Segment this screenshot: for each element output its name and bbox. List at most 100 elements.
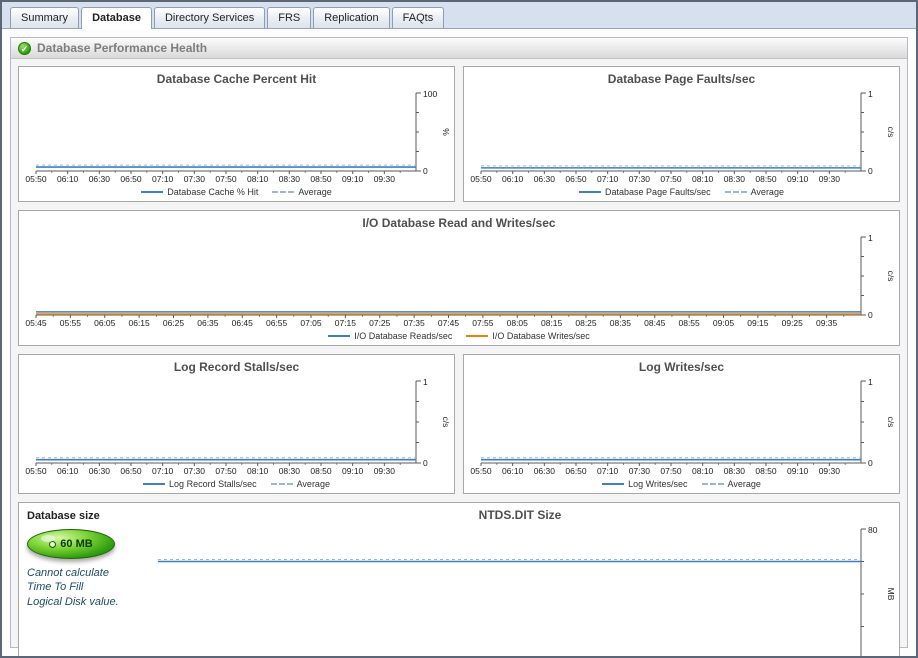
chart-title: Database Cache Percent Hit bbox=[156, 72, 317, 86]
legend-label: I/O Database Reads/sec bbox=[354, 331, 453, 341]
svg-text:MB: MB bbox=[886, 588, 895, 601]
svg-text:07:50: 07:50 bbox=[215, 174, 237, 184]
svg-text:08:35: 08:35 bbox=[610, 318, 632, 328]
svg-text:1: 1 bbox=[868, 377, 873, 387]
tab-directory-services[interactable]: Directory Services bbox=[153, 7, 266, 28]
svg-text:07:10: 07:10 bbox=[152, 174, 174, 184]
legend-item: Average bbox=[270, 479, 330, 489]
legend-item: I/O Database Reads/sec bbox=[328, 331, 452, 341]
svg-text:07:30: 07:30 bbox=[629, 466, 651, 476]
svg-text:06:50: 06:50 bbox=[120, 174, 142, 184]
chart-plot: 1 0 c/s 05:50 06:10 06:30 06:50 07:10 07:30 07:50… bbox=[470, 377, 895, 476]
svg-text:09:30: 09:30 bbox=[374, 466, 396, 476]
legend-item: Average bbox=[724, 187, 784, 197]
tab-frs[interactable]: FRS bbox=[267, 7, 312, 28]
svg-text:09:10: 09:10 bbox=[787, 174, 809, 184]
svg-text:%: % bbox=[441, 128, 450, 136]
io-database-read-writes-panel: I/O Database Read and Writes/sec 1 0 c/s 05:… bbox=[18, 210, 900, 346]
tab-content: ✓ Database Performance Health Database C… bbox=[2, 29, 916, 656]
chart-plot: 1 0 c/s 05:50 06:10 06:30 06:50 07:10 07:30 07:50… bbox=[470, 89, 895, 184]
legend-label: I/O Database Writes/sec bbox=[492, 331, 590, 341]
legend-line-icon bbox=[579, 191, 602, 193]
svg-text:07:30: 07:30 bbox=[184, 174, 206, 184]
svg-text:07:10: 07:10 bbox=[597, 466, 619, 476]
legend-line-icon bbox=[141, 191, 164, 193]
tab-faqts[interactable]: FAQts bbox=[391, 7, 445, 28]
chart-plot: 100 0% 05:50 06:10 06:30 06:50 07:10 07:30 07:50… bbox=[25, 89, 450, 184]
legend-item: I/O Database Writes/sec bbox=[466, 331, 590, 341]
legend-dashed-line-icon bbox=[724, 191, 747, 193]
svg-text:05:55: 05:55 bbox=[60, 318, 82, 328]
svg-text:07:50: 07:50 bbox=[215, 466, 237, 476]
svg-text:07:50: 07:50 bbox=[660, 174, 682, 184]
svg-text:08:15: 08:15 bbox=[541, 318, 563, 328]
svg-text:06:10: 06:10 bbox=[502, 174, 524, 184]
legend-label: Database Cache % Hit bbox=[167, 187, 259, 197]
legend-label: Average bbox=[298, 187, 332, 197]
svg-text:05:50: 05:50 bbox=[470, 466, 492, 476]
svg-text:07:35: 07:35 bbox=[403, 318, 425, 328]
legend-item: Database Page Faults/sec bbox=[579, 187, 711, 197]
legend-line-icon bbox=[602, 483, 625, 485]
log-writes-panel: Log Writes/sec 1 0 c/s 05:50 06:10 06:30 06:50 0… bbox=[463, 354, 900, 494]
svg-text:06:35: 06:35 bbox=[197, 318, 219, 328]
log-record-stalls-panel: Log Record Stalls/sec 1 0 c/s 05:50 06:10 06:3… bbox=[18, 354, 455, 494]
database-size-panel: Database size 60 MB Cannot calculate Tim… bbox=[18, 502, 900, 656]
svg-text:0: 0 bbox=[423, 166, 428, 176]
time-to-fill-note: Cannot calculate Time To Fill Logical Di… bbox=[27, 567, 119, 608]
svg-text:06:45: 06:45 bbox=[232, 318, 254, 328]
svg-text:09:30: 09:30 bbox=[819, 466, 841, 476]
svg-text:08:55: 08:55 bbox=[678, 318, 700, 328]
legend-line-icon bbox=[466, 335, 489, 337]
database-size-column: Database size 60 MB Cannot calculate Tim… bbox=[19, 503, 141, 656]
svg-text:0: 0 bbox=[868, 458, 873, 468]
svg-text:06:10: 06:10 bbox=[57, 466, 79, 476]
svg-text:08:10: 08:10 bbox=[692, 174, 714, 184]
svg-text:08:10: 08:10 bbox=[247, 174, 269, 184]
svg-text:100: 100 bbox=[423, 89, 437, 99]
svg-text:09:10: 09:10 bbox=[787, 466, 809, 476]
chart-title: I/O Database Read and Writes/sec bbox=[362, 216, 556, 230]
legend-label: Average bbox=[296, 479, 330, 489]
database-size-gauge: 60 MB bbox=[27, 529, 115, 559]
svg-text:06:10: 06:10 bbox=[502, 466, 524, 476]
database-cache-percent-hit-panel: Database Cache Percent Hit 100 0% 05:50 06:1… bbox=[18, 66, 455, 202]
legend-item: Average bbox=[272, 187, 332, 197]
legend-item: Log Record Stalls/sec bbox=[143, 479, 257, 489]
svg-text:1: 1 bbox=[868, 233, 873, 243]
legend-dashed-line-icon bbox=[272, 191, 295, 193]
svg-text:07:50: 07:50 bbox=[660, 466, 682, 476]
chart-title: NTDS.DIT Size bbox=[478, 508, 562, 522]
chart-title: Log Writes/sec bbox=[638, 360, 725, 374]
gauge-led-icon bbox=[49, 540, 57, 548]
svg-text:09:30: 09:30 bbox=[374, 174, 396, 184]
svg-text:06:30: 06:30 bbox=[534, 466, 556, 476]
svg-text:07:10: 07:10 bbox=[597, 174, 619, 184]
svg-text:08:10: 08:10 bbox=[692, 466, 714, 476]
svg-text:09:35: 09:35 bbox=[816, 318, 838, 328]
chart-legend: Database Page Faults/sec Average bbox=[468, 185, 895, 199]
performance-health-group: ✓ Database Performance Health Database C… bbox=[10, 37, 908, 656]
svg-text:06:25: 06:25 bbox=[163, 318, 185, 328]
legend-dashed-line-icon bbox=[701, 483, 724, 485]
database-size-value: 60 MB bbox=[60, 538, 93, 550]
svg-text:07:30: 07:30 bbox=[629, 174, 651, 184]
svg-text:09:10: 09:10 bbox=[342, 466, 364, 476]
svg-text:05:45: 05:45 bbox=[25, 318, 47, 328]
charts-area: Database Cache Percent Hit 100 0% 05:50 06:1… bbox=[11, 59, 907, 656]
legend-item: Log Writes/sec bbox=[602, 479, 688, 489]
svg-text:07:15: 07:15 bbox=[335, 318, 357, 328]
svg-text:08:50: 08:50 bbox=[310, 466, 332, 476]
legend-label: Average bbox=[727, 479, 761, 489]
svg-text:c/s: c/s bbox=[886, 271, 895, 282]
svg-text:06:30: 06:30 bbox=[89, 466, 111, 476]
chart-legend: Log Record Stalls/sec Average bbox=[23, 477, 450, 491]
svg-text:08:30: 08:30 bbox=[724, 174, 746, 184]
svg-text:06:50: 06:50 bbox=[565, 466, 587, 476]
chart-legend: I/O Database Reads/sec I/O Database Write… bbox=[23, 329, 895, 343]
group-header: ✓ Database Performance Health bbox=[11, 38, 907, 59]
tab-replication[interactable]: Replication bbox=[313, 7, 390, 28]
tab-database[interactable]: Database bbox=[81, 7, 152, 29]
tab-summary[interactable]: Summary bbox=[10, 7, 80, 28]
